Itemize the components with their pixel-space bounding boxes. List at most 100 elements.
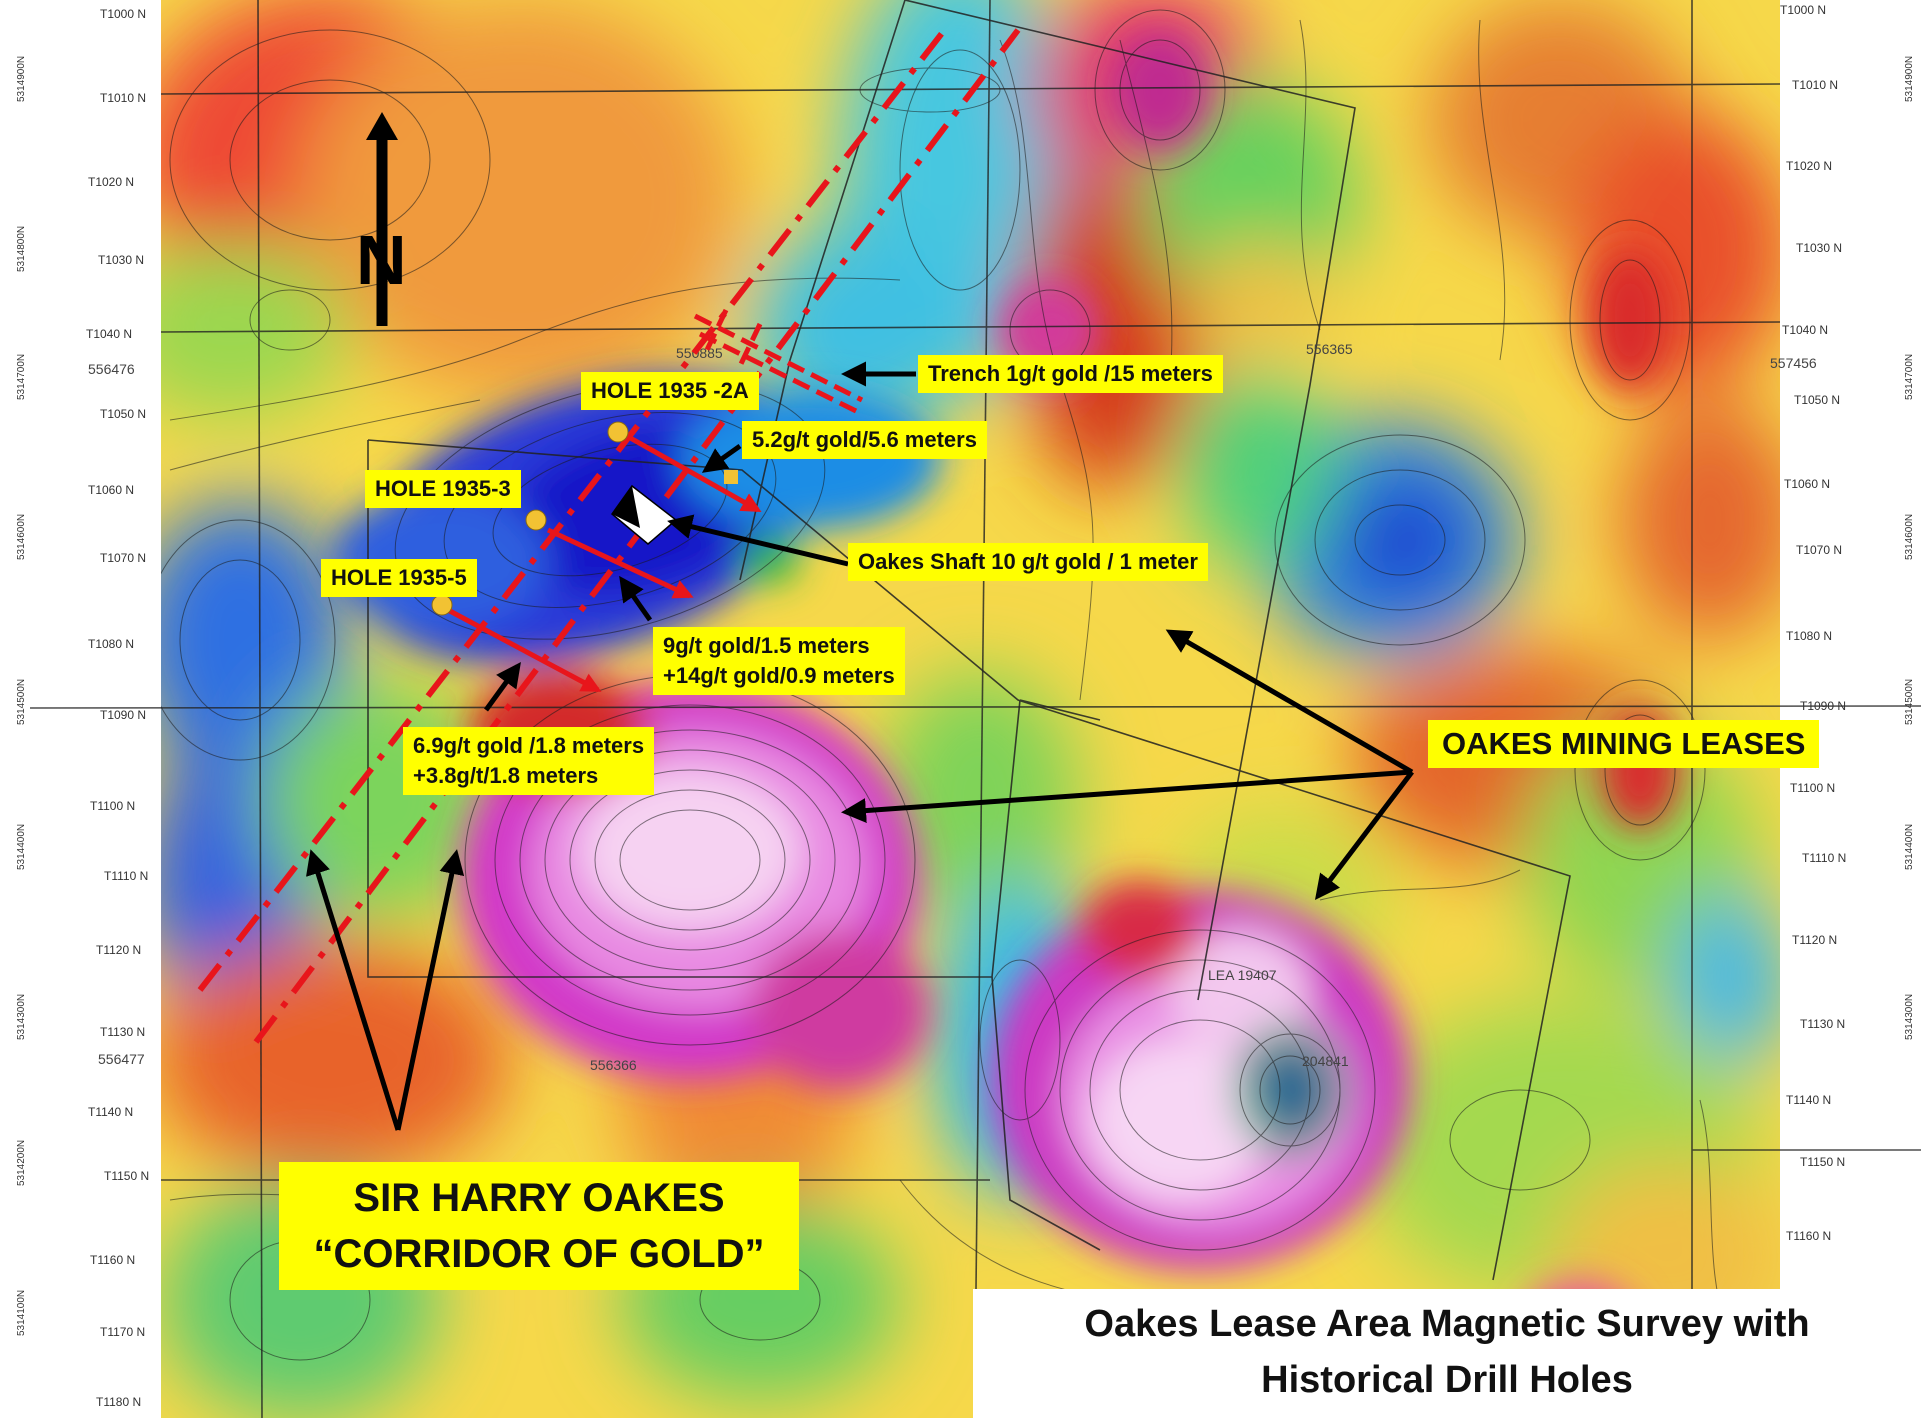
contour-lines xyxy=(161,9,1731,1371)
drill-trace-1935-2a xyxy=(623,432,762,513)
northing-label: 5314200N xyxy=(16,1140,27,1186)
map-title-box: Oakes Lease Area Magnetic Survey with Hi… xyxy=(973,1289,1921,1418)
grid-label-right: T1000 N xyxy=(1780,3,1826,17)
callout-hole-1935-5: HOLE 1935-5 xyxy=(321,559,477,597)
callout-result-1935-3-line2: +14g/t gold/0.9 meters xyxy=(663,663,895,688)
callout-hole-1935-3: HOLE 1935-3 xyxy=(365,470,521,508)
grid-label-right: T1040 N xyxy=(1782,323,1828,337)
grid-label-left: T1130 N xyxy=(100,1025,145,1039)
grid-label-left: T1160 N xyxy=(90,1253,135,1267)
grid-label-left: T1000 N xyxy=(100,7,146,21)
callout-result-1935-3-line1: 9g/t gold/1.5 meters xyxy=(663,633,870,658)
callout-hole-1935-3-text: HOLE 1935-3 xyxy=(375,476,511,501)
callout-result-1935-3: 9g/t gold/1.5 meters +14g/t gold/0.9 met… xyxy=(653,627,905,695)
gold-corridor-lines xyxy=(197,26,1021,1044)
grid-label-left: T1060 N xyxy=(88,483,134,497)
callout-corridor-line2: “CORRIDOR OF GOLD” xyxy=(313,1232,765,1276)
grid-label-left: T1030 N xyxy=(98,253,144,267)
northing-label-right: 5314600N xyxy=(1904,514,1915,560)
grid-label-right: T1060 N xyxy=(1784,477,1830,491)
grid-label-right: T1120 N xyxy=(1792,933,1837,947)
grid-label-left: T1070 N xyxy=(100,551,146,565)
grid-label-left: T1100 N xyxy=(90,799,135,813)
northing-label: 5314700N xyxy=(16,354,27,400)
claim-number: 556477 xyxy=(98,1051,145,1067)
grid-label-left: T1170 N xyxy=(100,1325,145,1339)
drill-collar-icon xyxy=(525,509,547,531)
northing-label-right: 5314500N xyxy=(1904,679,1915,725)
drill-traces xyxy=(446,432,762,693)
grid-label-right: T1050 N xyxy=(1794,393,1840,407)
grid-label-left: T1140 N xyxy=(88,1105,133,1119)
callout-result-1935-5-line2: +3.8g/t/1.8 meters xyxy=(413,763,599,788)
grid-label-left: T1110 N xyxy=(104,869,148,883)
grid-label-right: T1140 N xyxy=(1786,1093,1831,1107)
northing-label: 5314600N xyxy=(16,514,27,560)
callout-trench: Trench 1g/t gold /15 meters xyxy=(918,355,1223,393)
grid-label-right: T1160 N xyxy=(1786,1229,1831,1243)
northing-label-right: 5314900N xyxy=(1904,56,1915,102)
grid-label-right: T1070 N xyxy=(1796,543,1842,557)
callout-hole-1935-2a: HOLE 1935 -2A xyxy=(581,372,759,410)
grid-label-left: T1080 N xyxy=(88,637,134,651)
northing-label: 5314300N xyxy=(16,994,27,1040)
grid-label-right: T1100 N xyxy=(1790,781,1835,795)
northing-label: 5314400N xyxy=(16,824,27,870)
callout-result-1935-2a-text: 5.2g/t gold/5.6 meters xyxy=(752,427,977,452)
grid-label-right: T1110 N xyxy=(1802,851,1846,865)
callout-arrows xyxy=(306,361,1414,1131)
grid-label-left: T1180 N xyxy=(96,1395,141,1409)
callout-oakes-mining-leases: OAKES MINING LEASES xyxy=(1428,720,1820,768)
grid-label-left: T1050 N xyxy=(100,407,146,421)
grid-label-right: T1010 N xyxy=(1792,78,1838,92)
callout-oakes-shaft: Oakes Shaft 10 g/t gold / 1 meter xyxy=(848,543,1208,581)
callout-oakes-mining-leases-text: OAKES MINING LEASES xyxy=(1442,726,1806,761)
drill-collar-icons xyxy=(431,421,738,616)
claim-number: LEA 19407 xyxy=(1208,967,1277,983)
north-arrow-label: N xyxy=(356,221,407,299)
claim-number: 204841 xyxy=(1302,1053,1349,1069)
callout-corridor-line1: SIR HARRY OAKES xyxy=(353,1176,725,1220)
grid-label-right: T1130 N xyxy=(1800,1017,1845,1031)
grid-label-left: T1150 N xyxy=(104,1169,149,1183)
northing-label: 5314900N xyxy=(16,56,27,102)
northing-label: 5314100N xyxy=(16,1290,27,1336)
grid-label-right: T1030 N xyxy=(1796,241,1842,255)
map-title-line1: Oakes Lease Area Magnetic Survey with xyxy=(1084,1303,1810,1345)
callout-hole-1935-2a-text: HOLE 1935 -2A xyxy=(591,378,749,403)
claim-number: 550885 xyxy=(676,345,723,361)
grid-label-left: T1120 N xyxy=(96,943,141,957)
grid-label-right: T1020 N xyxy=(1786,159,1832,173)
drill-trace-1935-3 xyxy=(546,527,694,599)
callout-trench-text: Trench 1g/t gold /15 meters xyxy=(928,361,1213,386)
claim-number: 557456 xyxy=(1770,355,1817,371)
drill-collar-icon xyxy=(431,594,453,616)
grid-label-right: T1080 N xyxy=(1786,629,1832,643)
claim-number: 556365 xyxy=(1306,341,1353,357)
northing-label-right: 5314700N xyxy=(1904,354,1915,400)
claim-number: 556366 xyxy=(590,1057,637,1073)
map-title-line2: Historical Drill Holes xyxy=(1261,1359,1633,1401)
northing-label-right: 5314300N xyxy=(1904,994,1915,1040)
grid-label-right: T1090 N xyxy=(1800,699,1846,713)
grid-label-right: T1150 N xyxy=(1800,1155,1845,1169)
drill-trace-1935-5 xyxy=(446,607,602,693)
callout-result-1935-5-line1: 6.9g/t gold /1.8 meters xyxy=(413,733,645,758)
northing-label: 5314500N xyxy=(16,679,27,725)
claim-number: 556476 xyxy=(88,361,135,377)
grid-label-left: T1040 N xyxy=(86,327,132,341)
grid-labels: T1000 N T1010 N T1020 N T1030 N T1040 N … xyxy=(16,3,1915,1409)
north-arrow: N xyxy=(356,112,407,326)
callout-corridor-of-gold: SIR HARRY OAKES “CORRIDOR OF GOLD” xyxy=(279,1162,799,1290)
callout-result-1935-5: 6.9g/t gold /1.8 meters +3.8g/t/1.8 mete… xyxy=(403,727,655,795)
drill-collar-icon xyxy=(607,421,629,443)
northing-label: 5314800N xyxy=(16,226,27,272)
callout-hole-1935-5-text: HOLE 1935-5 xyxy=(331,565,467,590)
trench-marks xyxy=(693,308,864,415)
sample-marker-icon xyxy=(724,470,738,484)
grid-label-left: T1090 N xyxy=(100,708,146,722)
northing-label-right: 5314400N xyxy=(1904,824,1915,870)
callout-result-1935-2a: 5.2g/t gold/5.6 meters xyxy=(742,421,987,459)
claim-numbers: 556476 556477 557456 550885 556365 55636… xyxy=(88,341,1817,1073)
grid-label-left: T1010 N xyxy=(100,91,146,105)
